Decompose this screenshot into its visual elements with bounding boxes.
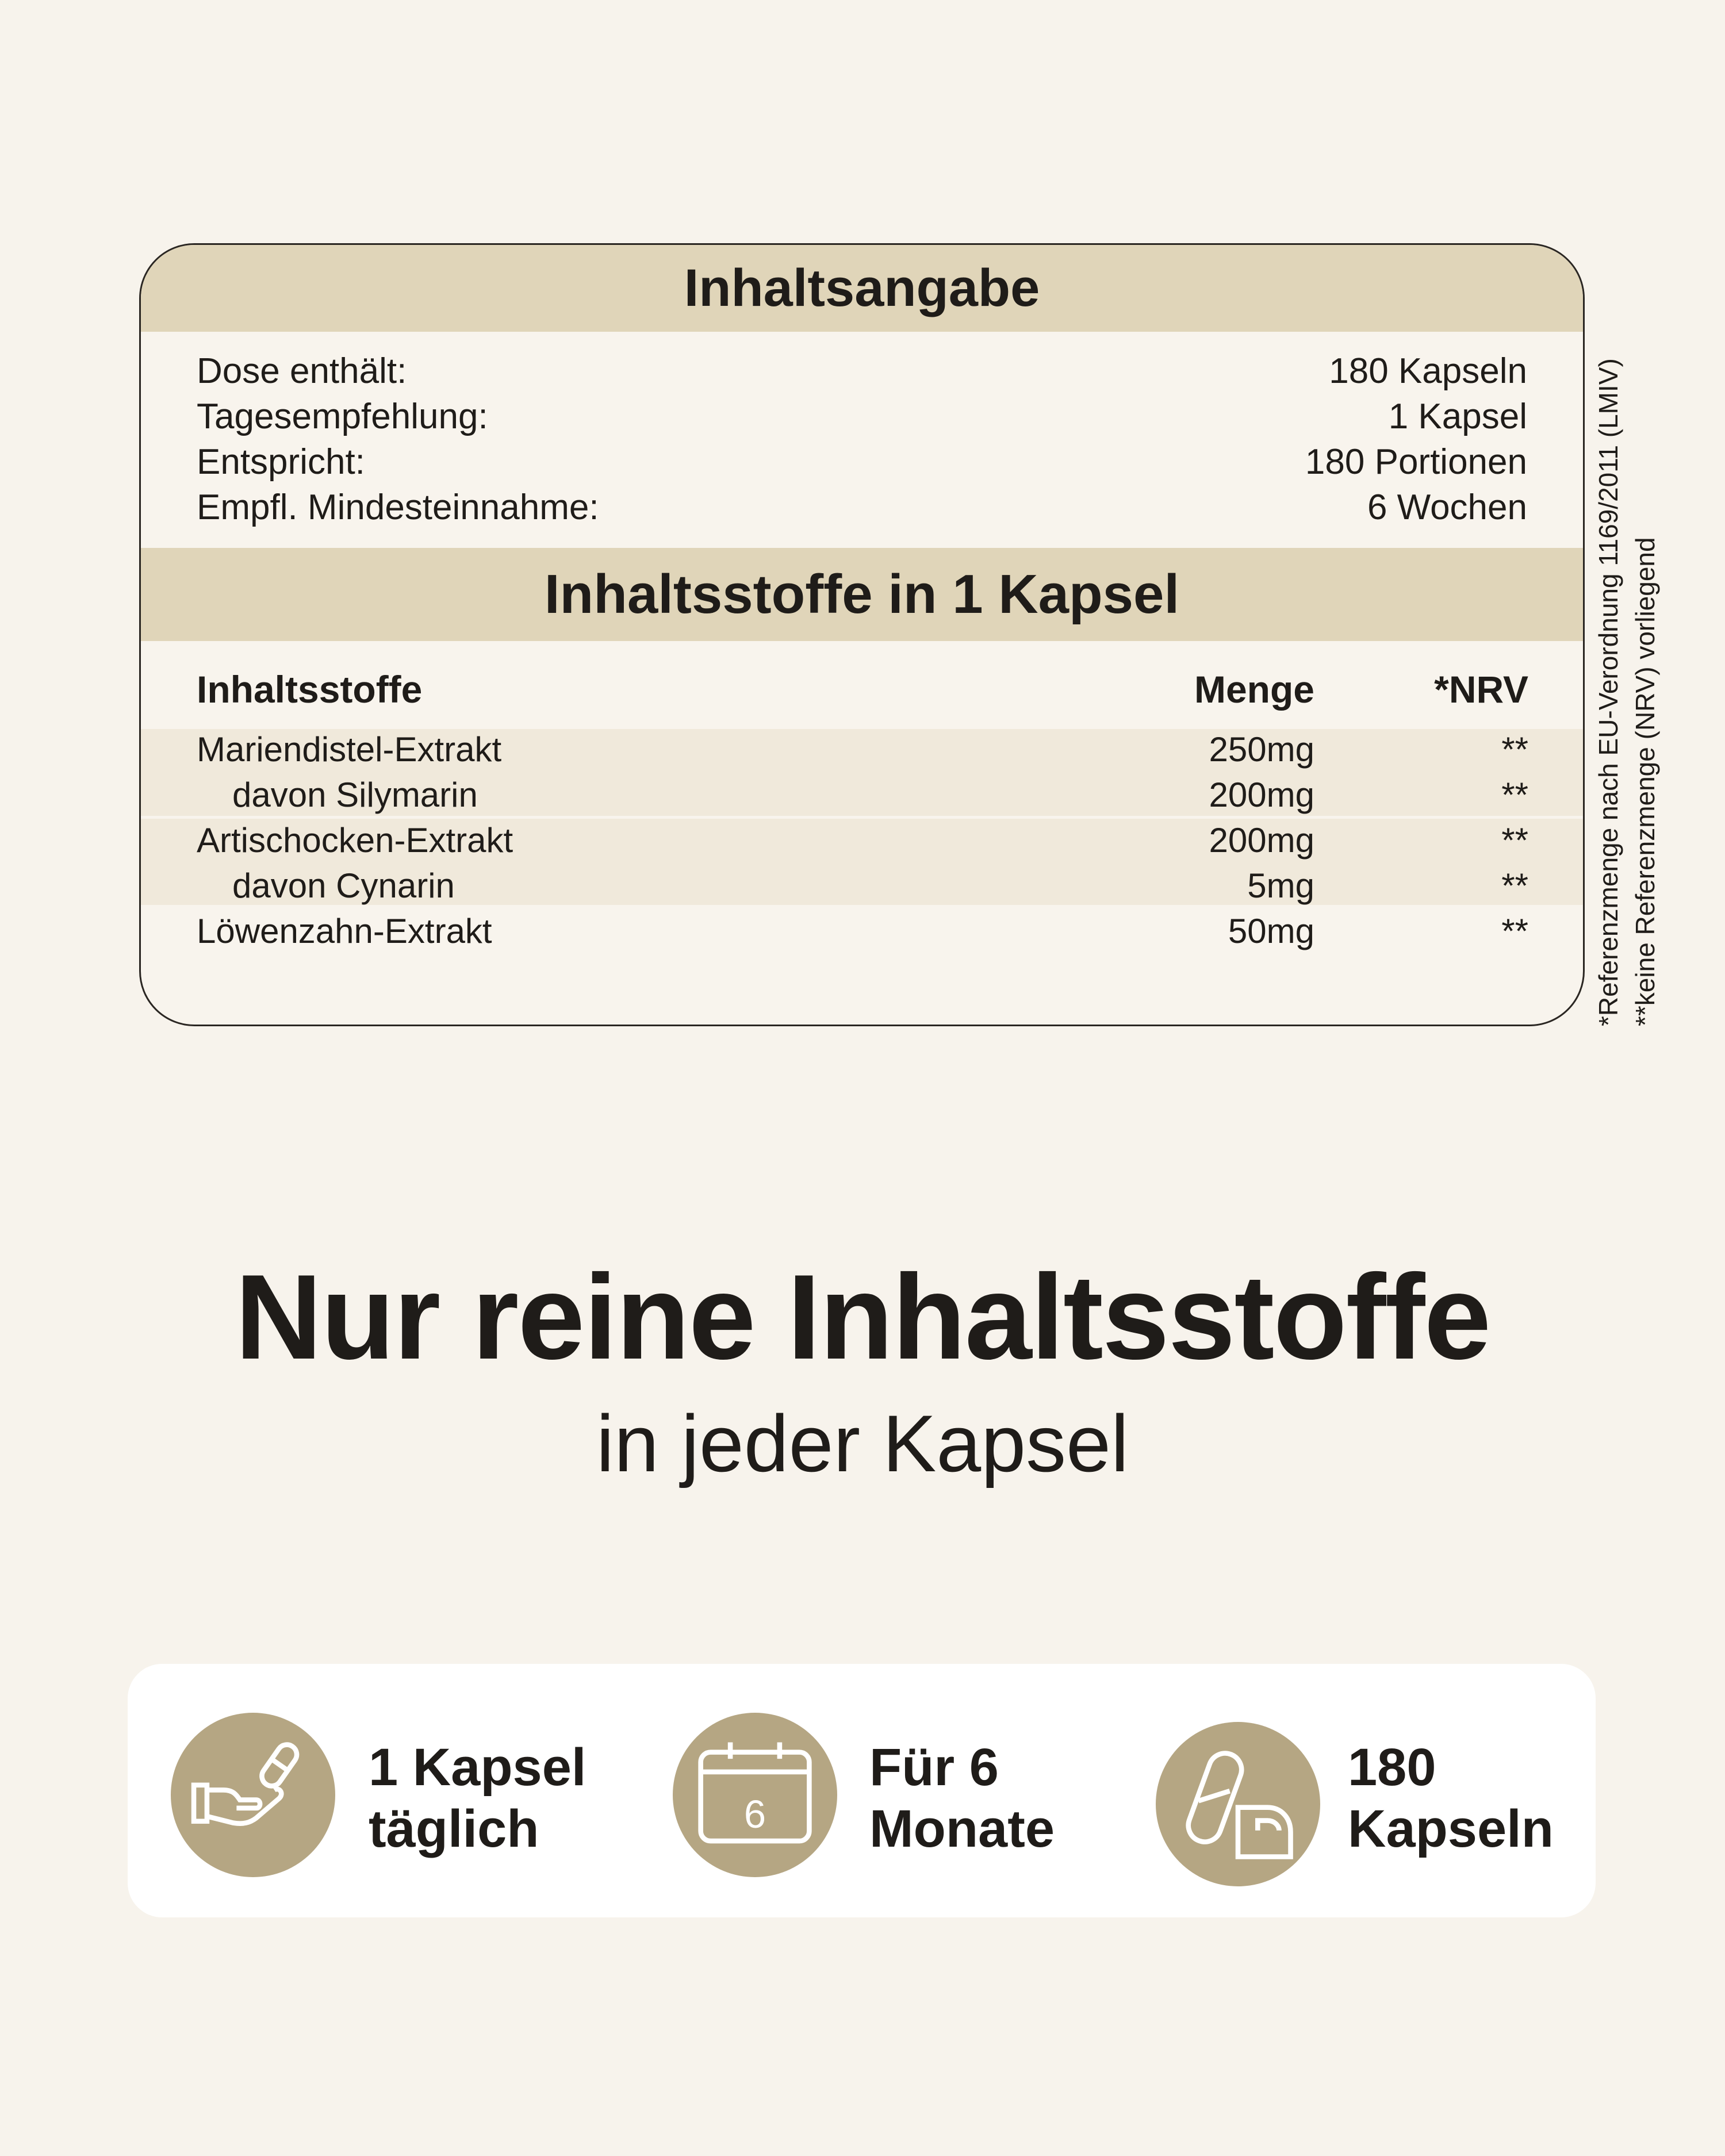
table-row: davon Silymarin 200mg ** <box>197 772 1528 818</box>
subheadline: in jeder Kapsel <box>596 1398 1129 1489</box>
info-label: Entspricht: <box>197 442 365 482</box>
footnote-no-nrv: **keine Referenzmenge (NRV) vorliegend <box>1630 537 1660 1026</box>
ingredient-amount: 5mg <box>1247 866 1314 905</box>
capsules-icon <box>1156 1722 1320 1886</box>
info-row: Dose enthält: 180 Kapseln <box>197 348 1527 394</box>
ingredient-amount: 50mg <box>1228 912 1314 950</box>
ingredient-nrv: ** <box>1501 776 1528 814</box>
hand-capsule-icon <box>171 1713 335 1877</box>
info-value: 180 Kapseln <box>1329 351 1527 391</box>
feature-line: Kapseln <box>1348 1800 1554 1858</box>
info-row: Tagesempfehlung: 1 Kapsel <box>197 394 1527 439</box>
info-label: Empfl. Mindesteinnahme: <box>197 488 599 527</box>
footnote-nrv: *Referenzmenge nach EU-Verordnung 1169/2… <box>1593 358 1623 1026</box>
table-row: Löwenzahn-Extrakt 50mg ** <box>197 908 1528 954</box>
feature-line: täglich <box>369 1800 539 1858</box>
feature-duration: Für 6 Monate <box>869 1737 1055 1860</box>
ingredient-nrv: ** <box>1501 866 1528 905</box>
info-row: Empfl. Mindesteinnahme: 6 Wochen <box>197 485 1527 530</box>
ingredient-amount: 200mg <box>1209 776 1314 814</box>
info-row: Entspricht: 180 Portionen <box>197 439 1527 485</box>
table-header: Inhaltsstoffe Menge *NRV <box>197 666 1528 712</box>
ingredient-nrv: ** <box>1501 730 1528 769</box>
row-shade <box>141 729 1583 816</box>
row-shade <box>141 819 1583 905</box>
info-value: 1 Kapsel <box>1388 397 1527 436</box>
ingredient-amount: 250mg <box>1209 730 1314 769</box>
feature-line: 1 Kapsel <box>369 1738 586 1797</box>
card-title: Inhaltsangabe <box>141 245 1583 332</box>
info-label: Dose enthält: <box>197 351 407 391</box>
svg-text:6: 6 <box>744 1792 766 1836</box>
table-row: davon Cynarin 5mg ** <box>197 863 1528 908</box>
ingredient-name: Löwenzahn-Extrakt <box>197 912 492 950</box>
section-title: Inhaltsstoffe in 1 Kapsel <box>141 548 1583 641</box>
table-row: Artischocken-Extrakt 200mg ** <box>197 818 1528 863</box>
table-row: Mariendistel-Extrakt 250mg ** <box>197 727 1528 772</box>
ingredient-amount: 200mg <box>1209 821 1314 860</box>
calendar-icon: 6 <box>673 1713 837 1877</box>
col-amount: Menge <box>1194 667 1314 711</box>
ingredient-nrv: ** <box>1501 912 1528 950</box>
headline: Nur reine Inhaltsstoffe <box>235 1249 1492 1384</box>
ingredient-nrv: ** <box>1501 821 1528 860</box>
ingredient-name: davon Cynarin <box>232 866 455 905</box>
info-label: Tagesempfehlung: <box>197 397 488 436</box>
feature-line: 180 <box>1348 1738 1436 1797</box>
feature-count: 180 Kapseln <box>1348 1737 1554 1860</box>
col-nrv: *NRV <box>1434 667 1528 711</box>
ingredient-name: Artischocken-Extrakt <box>197 821 513 860</box>
ingredient-name: davon Silymarin <box>232 776 478 814</box>
info-value: 180 Portionen <box>1305 442 1527 482</box>
feature-daily: 1 Kapsel täglich <box>369 1737 586 1860</box>
feature-line: Für 6 <box>869 1738 999 1797</box>
features-panel: 1 Kapsel täglich 6 Für 6 Monate 180 Kapseln <box>128 1664 1596 1917</box>
feature-line: Monate <box>869 1800 1055 1858</box>
info-value: 6 Wochen <box>1367 488 1527 527</box>
ingredient-name: Mariendistel-Extrakt <box>197 730 502 769</box>
nutrition-card: Inhaltsangabe Dose enthält: 180 Kapseln T… <box>139 243 1585 1026</box>
col-ingredients: Inhaltsstoffe <box>197 667 423 711</box>
